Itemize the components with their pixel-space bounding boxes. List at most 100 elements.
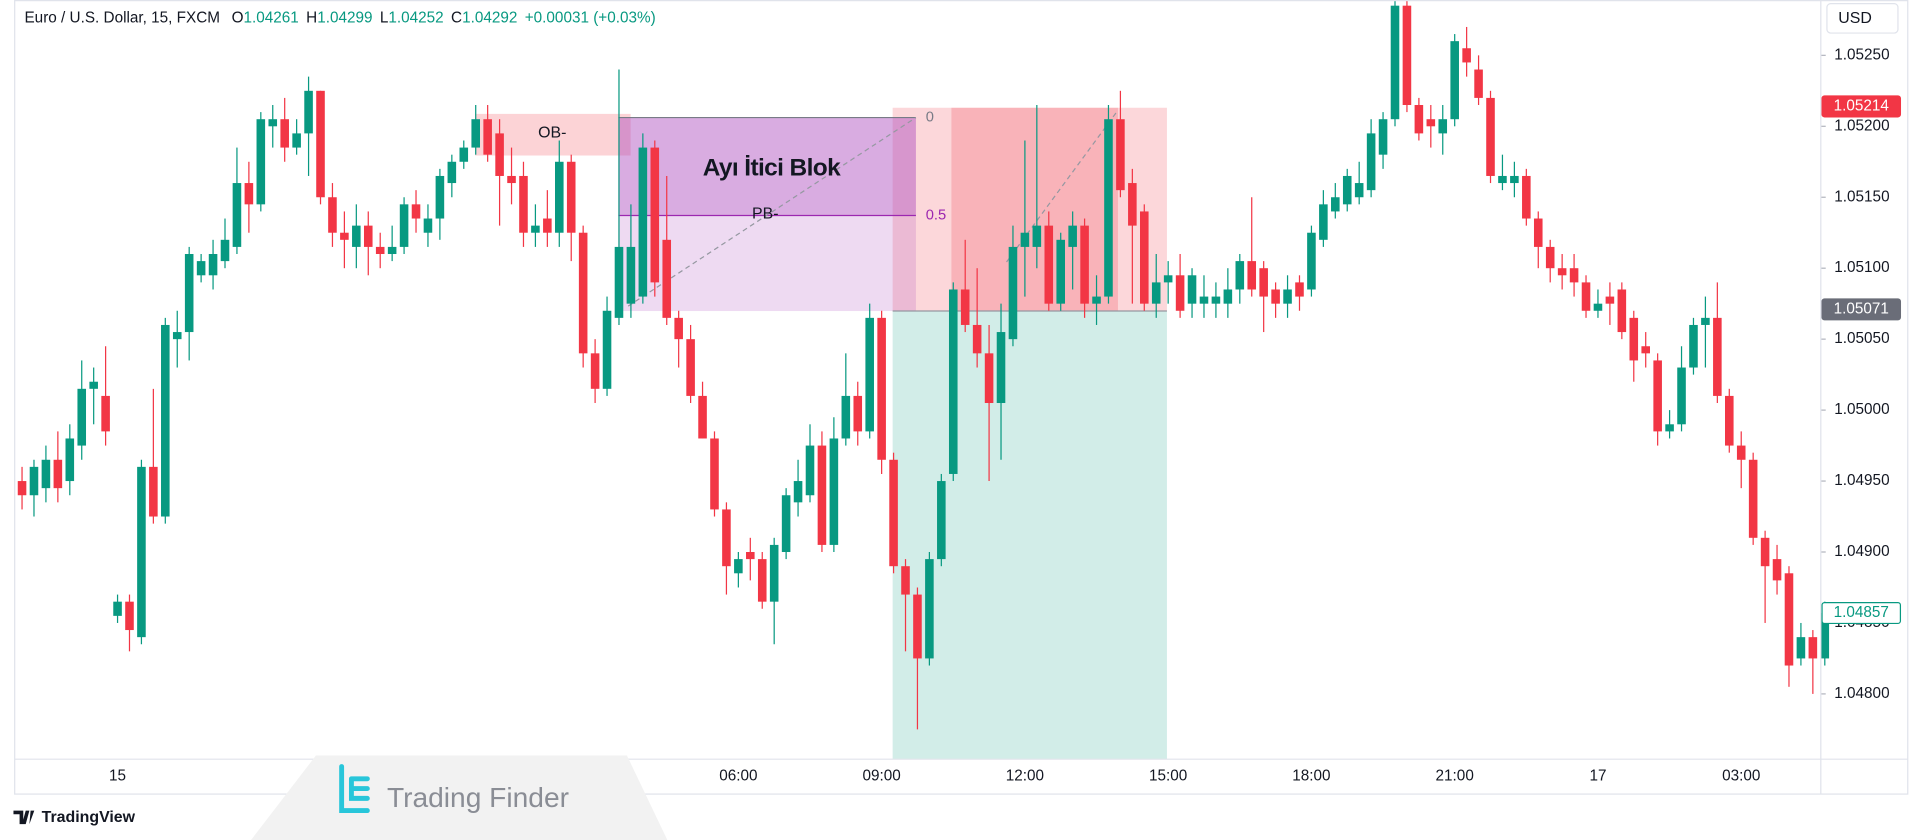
y-tick-label: 1.04800 (1834, 685, 1889, 702)
annotation: PB- (752, 205, 779, 222)
candle-body (1295, 282, 1304, 297)
candle-body (137, 466, 146, 638)
candle-body (829, 438, 839, 545)
ohlc-value: 1.04252 (388, 9, 443, 26)
candle-body (722, 509, 731, 567)
candle-body (1736, 445, 1746, 460)
candle-body (77, 388, 87, 446)
candle-body (352, 225, 361, 247)
candle-body (889, 459, 898, 567)
y-tick-label: 1.05150 (1834, 188, 1889, 205)
annotation: Ayı İtici Blok (703, 154, 841, 181)
candle-body (1008, 246, 1018, 340)
ohlc-value: 1.04292 (462, 9, 517, 26)
candle-body (1342, 175, 1352, 205)
candle-body (1140, 211, 1149, 304)
candle-body (1474, 69, 1483, 98)
ohlc-value: 1.04299 (317, 9, 372, 26)
candle-body (1163, 275, 1173, 283)
candle-body (411, 204, 421, 219)
candle-body (972, 324, 982, 354)
candle-body (184, 254, 194, 333)
candle-body (757, 559, 767, 602)
candle-body (1617, 289, 1627, 333)
candle-body (29, 466, 39, 496)
candle-body (531, 225, 540, 233)
currency-box[interactable] (1826, 3, 1899, 34)
watermark-text: Trading Finder (387, 782, 569, 813)
candle-body (1438, 119, 1448, 134)
candle-body (650, 147, 660, 283)
y-tick-label: 1.05250 (1834, 46, 1889, 63)
candle-body (1689, 324, 1698, 368)
y-tick-label: 1.05050 (1834, 330, 1889, 347)
candle-body (578, 232, 588, 354)
stop-zone-active (951, 107, 1118, 312)
candle-body (1116, 119, 1125, 191)
candle-body (1199, 296, 1209, 304)
y-tick-label: 1.04950 (1834, 472, 1889, 489)
ohlc-key: H (306, 9, 317, 26)
candle-body (948, 289, 958, 474)
candle-body (1271, 289, 1280, 304)
candle-body (387, 246, 397, 255)
candle-body (101, 395, 110, 432)
candle-body (614, 246, 624, 318)
watermark-logo (339, 764, 370, 814)
candle-body (292, 133, 301, 148)
candle-body (817, 445, 827, 545)
bearish-block-zone (618, 117, 916, 216)
candles (17, 0, 1830, 730)
candle-body (1748, 459, 1758, 538)
candle-body (1462, 48, 1471, 63)
candle-body (304, 90, 313, 134)
candle-body (1378, 119, 1388, 155)
candle-body (41, 459, 51, 489)
candle-body (1605, 296, 1615, 304)
candle-body (590, 353, 600, 389)
candle-body (65, 438, 75, 482)
candle-body (793, 481, 803, 503)
candle-body (1486, 97, 1495, 176)
candle-body (161, 324, 170, 517)
candle-body (220, 239, 230, 262)
candle-body (483, 119, 492, 155)
candle-body (674, 317, 683, 340)
candle-body (901, 566, 910, 595)
candle-body (566, 161, 576, 233)
candle-body (1533, 218, 1543, 247)
candle-body (781, 495, 791, 553)
candle-body (925, 559, 934, 659)
candle-body (1641, 346, 1650, 354)
candle-body (1426, 119, 1436, 127)
candle-body (196, 261, 206, 276)
trade-trend-line (1006, 109, 1119, 263)
candle-body (638, 147, 648, 297)
candle-body (1772, 559, 1782, 581)
x-tick-label: 21:00 (1436, 767, 1474, 784)
price-badge-label: 1.04857 (1834, 604, 1889, 621)
candle-body (984, 353, 994, 404)
candle-body (1498, 175, 1507, 184)
candle-body (1677, 367, 1686, 425)
x-tick-label: 03:00 (1722, 767, 1760, 784)
candle-body (937, 481, 946, 560)
candle-body (805, 445, 815, 496)
candle-body (1450, 41, 1459, 120)
y-tick-label: 1.05200 (1834, 117, 1889, 134)
candle-body (1354, 183, 1364, 198)
x-tick-label: 15 (109, 767, 126, 784)
candle-body (1629, 317, 1639, 361)
candle-body (423, 218, 433, 233)
candle-body (1784, 573, 1794, 666)
candle-body (686, 339, 695, 396)
candle-body (459, 147, 469, 162)
x-tick-label: 17 (1589, 767, 1606, 784)
candle-body (1510, 175, 1519, 184)
candle-body (1414, 105, 1424, 134)
candle-body (1713, 317, 1722, 396)
candle-body (363, 225, 373, 247)
brand: TradingView (13, 809, 136, 826)
candle-body (340, 232, 349, 240)
